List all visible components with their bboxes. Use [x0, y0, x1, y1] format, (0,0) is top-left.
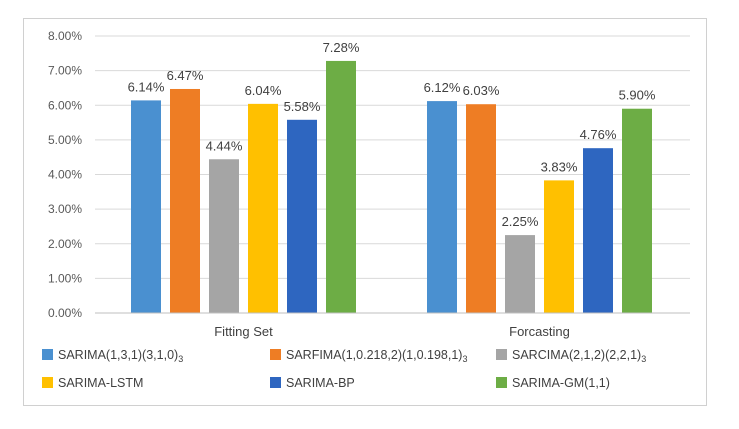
legend-label: SARFIMA(1,0.218,2)(1,0.198,1)3: [286, 348, 468, 364]
bars: [131, 60, 652, 314]
bar: [170, 88, 200, 313]
bar: [583, 148, 613, 313]
legend: SARIMA(1,3,1)(3,1,0)3 SARFIMA(1,0.218,2)(…: [42, 348, 646, 390]
legend-subscript: 3: [178, 354, 183, 364]
y-tick-label: 2.00%: [48, 237, 82, 251]
legend-swatch: [270, 377, 281, 388]
data-label: 5.58%: [284, 99, 321, 114]
y-tick-label: 0.00%: [48, 306, 82, 320]
bar: [326, 60, 356, 314]
y-tick-label: 4.00%: [48, 168, 82, 182]
data-label: 4.76%: [580, 127, 617, 142]
y-tick-label: 6.00%: [48, 98, 82, 112]
data-label: 6.03%: [463, 83, 500, 98]
bar: [466, 104, 496, 314]
data-label: 6.47%: [167, 68, 204, 83]
legend-label: SARIMA(1,3,1)(3,1,0)3: [58, 348, 183, 364]
y-tick-label: 5.00%: [48, 133, 82, 147]
data-labels: 6.14% 6.12% 6.47% 6.03% 4.44% 2.25% 6.04% 3.83%…: [128, 40, 656, 229]
data-label: 6.14%: [128, 79, 165, 94]
bar: [622, 108, 652, 314]
y-tick-label: 8.00%: [48, 29, 82, 43]
legend-subscript: 3: [462, 354, 467, 364]
bar: [505, 235, 535, 313]
legend-item: SARIMA(1,3,1)(3,1,0)3: [42, 348, 183, 364]
y-tick-label: 3.00%: [48, 202, 82, 216]
legend-item: SARIMA-GM(1,1): [496, 376, 610, 390]
legend-subscript: 3: [641, 354, 646, 364]
legend-item: SARCIMA(2,1,2)(2,2,1)3: [496, 348, 646, 364]
legend-label: SARIMA-LSTM: [58, 376, 143, 390]
y-tick-label: 1.00%: [48, 271, 82, 285]
legend-label: SARIMA-GM(1,1): [512, 376, 610, 390]
data-label: 7.28%: [323, 40, 360, 55]
y-tick-label: 7.00%: [48, 64, 82, 78]
x-tick-label: Forcasting: [509, 324, 570, 339]
bar: [287, 119, 317, 313]
y-axis: 0.00% 1.00% 2.00% 3.00% 4.00% 5.00% 6.00% 7.00%…: [48, 29, 82, 320]
legend-swatch: [42, 349, 53, 360]
bar: [427, 101, 457, 313]
x-tick-label: Fitting Set: [214, 324, 273, 339]
data-label: 6.12%: [424, 80, 461, 95]
legend-swatch: [270, 349, 281, 360]
bar: [544, 180, 574, 313]
data-label: 3.83%: [541, 159, 578, 174]
data-label: 6.04%: [245, 83, 282, 98]
legend-item: SARFIMA(1,0.218,2)(1,0.198,1)3: [270, 348, 468, 364]
bar: [248, 103, 278, 314]
legend-label: SARCIMA(2,1,2)(2,2,1)3: [512, 348, 646, 364]
data-label: 4.44%: [206, 138, 243, 153]
legend-swatch: [496, 349, 507, 360]
legend-item: SARIMA-LSTM: [42, 376, 143, 390]
bar: [131, 100, 161, 313]
data-label: 2.25%: [502, 214, 539, 229]
legend-swatch: [42, 377, 53, 388]
data-label: 5.90%: [619, 88, 656, 103]
legend-item: SARIMA-BP: [270, 376, 355, 390]
x-axis: Fitting Set Forcasting: [95, 312, 690, 339]
legend-label: SARIMA-BP: [286, 376, 355, 390]
legend-swatch: [496, 377, 507, 388]
bar: [209, 159, 239, 313]
